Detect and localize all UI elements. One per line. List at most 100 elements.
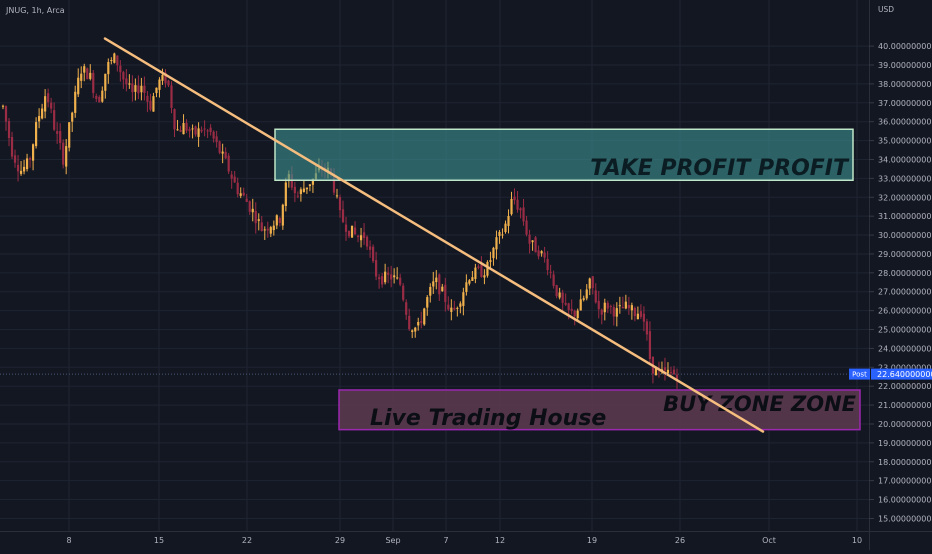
x-tick-label: 8 — [66, 536, 71, 545]
y-tick-label: 19.000000000 — [878, 439, 932, 448]
candle-body — [344, 224, 348, 232]
candle-body — [200, 129, 203, 132]
candle-body — [125, 78, 128, 85]
candle-body — [101, 90, 104, 102]
candle-body — [161, 74, 164, 81]
buy-zone[interactable] — [338, 389, 861, 431]
price-axis[interactable]: 40.000000000 39.000000000 38.000000000 37.0… — [869, 42, 932, 523]
candle-body — [158, 79, 161, 90]
candle-body — [648, 331, 652, 360]
candle-body — [305, 187, 309, 190]
candle-body — [28, 158, 32, 160]
candle-body — [558, 292, 561, 298]
candle-body — [516, 199, 519, 210]
buy-zone-label: BUY ZONE ZONE — [663, 392, 857, 416]
candle-body — [606, 302, 609, 309]
candle-body — [411, 330, 414, 332]
candle-body — [22, 166, 26, 172]
candle-body — [519, 208, 522, 211]
candle-body — [615, 308, 618, 317]
candle-body — [197, 128, 200, 137]
candle-body — [104, 73, 107, 91]
y-tick-label: 29.000000000 — [878, 250, 932, 259]
candle-body — [311, 178, 315, 185]
y-tick-label: 15.000000000 — [878, 514, 932, 523]
candle-body — [179, 129, 182, 132]
candle-body — [624, 301, 627, 309]
y-tick-label: 28.000000000 — [878, 269, 932, 278]
candle-body — [80, 73, 83, 81]
candle-body — [396, 277, 399, 279]
candle-body — [95, 95, 98, 99]
candle-body — [546, 259, 549, 271]
candle-body — [308, 184, 312, 187]
candle-body — [645, 321, 649, 335]
candle-body — [543, 252, 546, 258]
x-tick-label: 15 — [154, 536, 164, 545]
candle-body — [362, 232, 366, 239]
candle-body — [588, 278, 591, 289]
candle-body — [468, 280, 471, 284]
candle-body — [44, 96, 47, 112]
y-tick-label: 33.000000000 — [878, 174, 932, 183]
candle-body — [393, 275, 396, 278]
y-tick-label: 37.000000000 — [878, 99, 932, 108]
candle-body — [122, 72, 125, 80]
candle-body — [654, 367, 658, 376]
x-tick-label: 19 — [587, 536, 597, 545]
y-tick-label: 30.000000000 — [878, 231, 932, 240]
candle-body — [83, 66, 86, 73]
candle-body — [669, 372, 673, 374]
candle-body — [128, 83, 131, 85]
candle-body — [450, 307, 453, 312]
candle-body — [239, 193, 242, 196]
y-tick-label: 32.000000000 — [878, 193, 932, 202]
candle-body — [591, 276, 594, 289]
candle-body — [302, 188, 305, 192]
y-tick-label: 22.000000000 — [878, 382, 932, 391]
y-tick-label: 40.000000000 — [878, 42, 932, 51]
candle-body — [248, 201, 251, 212]
candle-body — [347, 230, 351, 237]
candle-body — [618, 305, 621, 307]
candle-body — [609, 306, 612, 308]
candle-body — [10, 136, 14, 157]
candle-body — [164, 72, 167, 84]
candle-body — [167, 80, 170, 86]
candle-body — [579, 299, 582, 311]
candle-body — [224, 151, 227, 159]
candle-body — [438, 274, 441, 295]
trendline[interactable] — [103, 37, 765, 433]
y-tick-label: 16.000000000 — [878, 496, 932, 505]
candle-body — [573, 310, 576, 317]
candle-body — [639, 311, 642, 317]
candle-body — [365, 236, 369, 247]
candle-body — [260, 222, 263, 231]
post-tag-label: Post — [852, 371, 867, 379]
candle-body — [633, 307, 636, 316]
candle-body — [672, 369, 676, 375]
candle-body — [296, 195, 299, 197]
candle-body — [353, 227, 357, 235]
candle-body — [441, 286, 444, 292]
candle-body — [113, 53, 116, 63]
candle-body — [456, 307, 459, 309]
candle-body — [7, 121, 11, 139]
candle-body — [501, 234, 504, 236]
candle-body — [489, 260, 492, 262]
candle-body — [77, 77, 80, 95]
take-profit-zone[interactable] — [274, 128, 854, 182]
candle-body — [281, 204, 284, 226]
last-price-tag — [871, 368, 932, 380]
candle-body — [642, 313, 646, 322]
candle-body — [188, 129, 191, 132]
candle-body — [666, 369, 670, 374]
candle-body — [191, 128, 194, 130]
candle-body — [390, 274, 393, 280]
time-axis[interactable]: 8 15 22 29 Sep 7 12 19 26 Oct 10 — [66, 536, 862, 545]
candle-body — [486, 261, 489, 276]
x-tick-label: Oct — [762, 536, 776, 545]
candle-body — [173, 109, 176, 130]
